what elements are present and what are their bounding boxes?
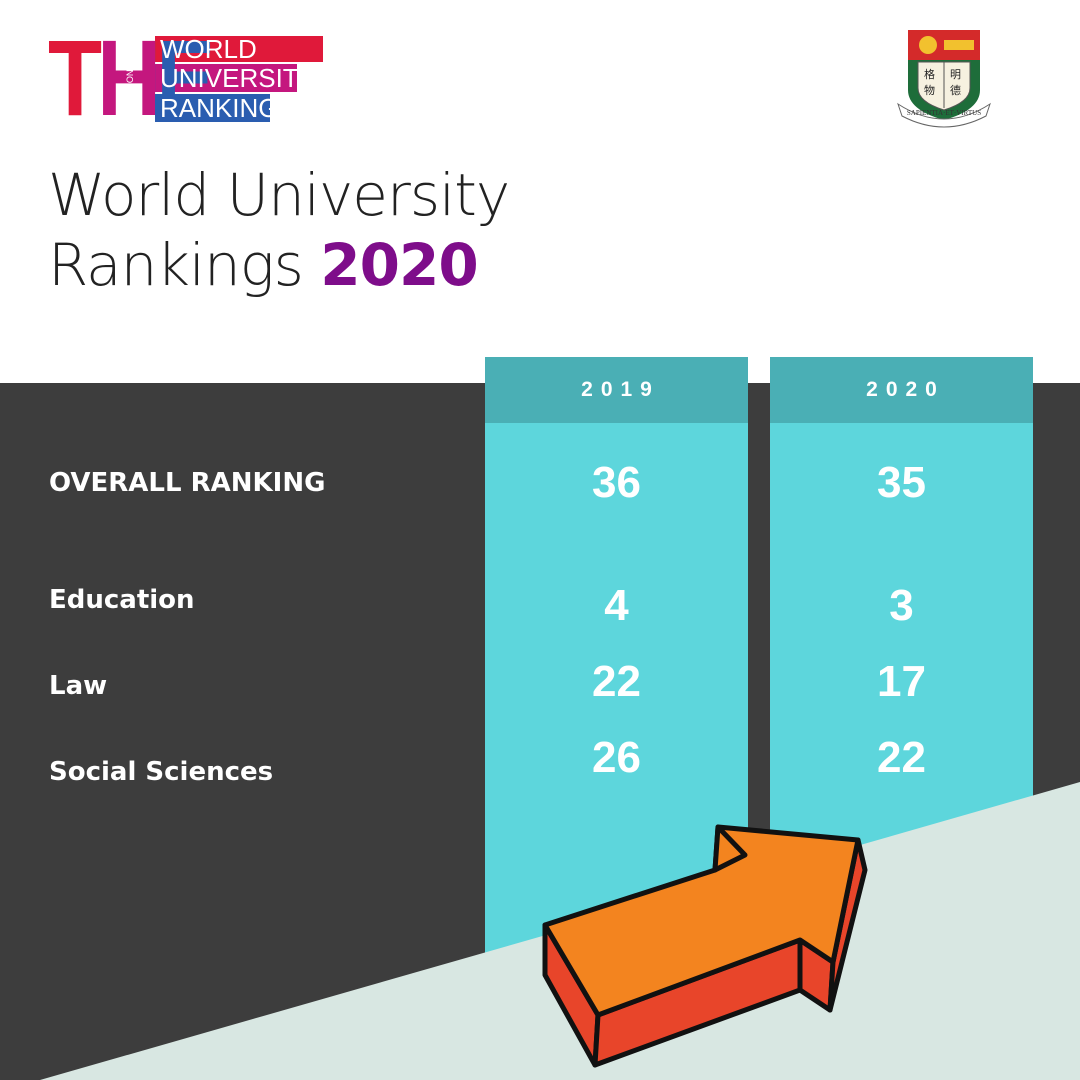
logo-small: EDUCATION: [125, 69, 135, 122]
crest-motto: SAPIENTIA·ET·VIRTUS: [906, 109, 982, 117]
crest-char: 德: [950, 84, 961, 97]
logo-small: TIMES: [55, 94, 65, 122]
rank-value: 17: [877, 657, 926, 706]
crest-char: 物: [924, 84, 935, 97]
rank-value: 22: [592, 657, 641, 706]
logo-line: UNIVERSITY: [160, 63, 317, 93]
rank-value: 3: [889, 581, 914, 630]
crest-char: 明: [950, 68, 961, 81]
logo-line: RANKINGS: [160, 93, 296, 123]
column-title: 2020: [866, 378, 945, 401]
column-header: [485, 357, 748, 423]
title-text: Rankings: [48, 231, 304, 299]
logo-line: WORLD: [160, 34, 257, 64]
title-line: World University: [48, 161, 510, 229]
title-year: 2020: [320, 231, 478, 299]
rank-value: 36: [592, 458, 641, 507]
rank-value: 22: [877, 733, 926, 782]
arrow: [542, 824, 868, 1068]
row-label: OVERALL RANKING: [49, 468, 326, 498]
column-header: [770, 357, 1033, 423]
title-line: Rankings 2020: [48, 236, 479, 294]
rank-value: 4: [604, 581, 629, 630]
rank-value: 26: [592, 733, 641, 782]
logo-mark: THE: [48, 30, 210, 126]
column-title: 2019: [581, 378, 660, 401]
crest-char: 格: [924, 68, 935, 81]
logo-letters: THE: [48, 30, 210, 126]
row-label: Law: [49, 671, 108, 701]
logo-small: HIGHER: [86, 86, 96, 122]
row-label: Social Sciences: [49, 757, 274, 787]
logo: [155, 36, 323, 122]
crest: [897, 30, 991, 128]
rank-value: 35: [877, 458, 926, 507]
row-label: Education: [49, 585, 195, 615]
